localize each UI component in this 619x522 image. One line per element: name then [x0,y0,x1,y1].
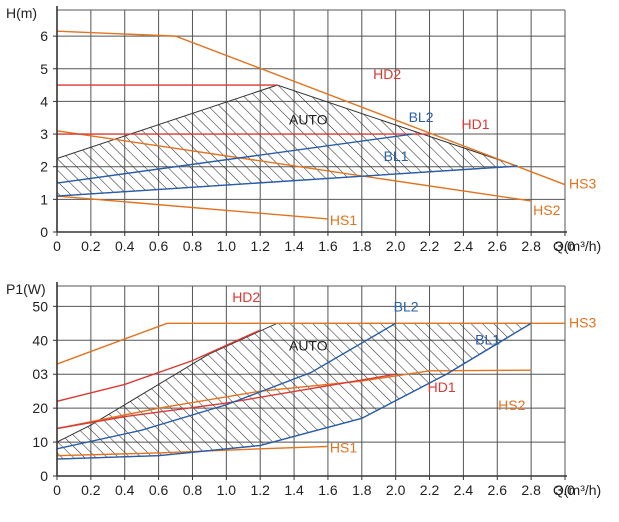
x-tick-label: 2.6 [488,238,508,254]
x-tick-label: 0.8 [183,238,203,254]
y-tick-label: 6 [40,28,48,44]
x-axis-title: Q(m³/h) [553,482,601,498]
x-tick-label: 2.4 [454,238,474,254]
series-label-hs3: HS3 [569,314,596,330]
x-tick-label: 0.6 [149,482,169,498]
auto-region-label: AUTO [289,337,328,353]
x-tick-label: 1.0 [217,482,237,498]
series-line-hd2 [56,329,261,403]
series-label-bl1: BL1 [384,148,409,164]
x-tick-label: 0 [53,482,61,498]
x-tick-label: 2.8 [521,238,541,254]
x-tick-label: 0 [53,238,61,254]
x-tick-label: 0.4 [115,238,135,254]
x-tick-label: 1.2 [250,482,270,498]
chart-panel-head: 0 0.2 0.4 0.6 0.8 1.0 1.2 1.4 1.6 1.8 2.0 2.2 2.4 2.6… [6,5,601,254]
x-tick-label: 0.2 [81,482,101,498]
series-label-hs3: HS3 [569,176,596,192]
y-tick-label: 40 [32,332,48,348]
y-tick-label: 4 [40,93,48,109]
series-label-bl1: BL1 [475,331,500,347]
series-label-hs1: HS1 [330,212,357,228]
x-axis-title: Q(m³/h) [553,238,601,254]
x-tick-label: 1.0 [217,238,237,254]
y-tick-label: 0 [40,468,48,484]
y-tick-label: 0 [40,224,48,240]
y-tick-label: 03 [32,366,48,382]
y-axis-title: P1(W) [6,281,46,297]
x-tick-label: 2.0 [386,482,406,498]
y-tick-label: 50 [32,298,48,314]
y-tick-label: 3 [40,126,48,142]
x-tick-label: 2.0 [386,238,406,254]
series-line-bl2 [56,133,413,184]
series-label-bl2: BL2 [394,298,419,314]
series-line-hs2 [56,130,532,202]
y-tick-label: 2 [40,159,48,175]
y-tick-label: 1 [40,191,48,207]
x-tick-label: 1.4 [284,238,304,254]
series-label-hd2: HD2 [373,66,401,82]
x-tick-label: 1.2 [250,238,270,254]
y-axis-title: H(m) [6,5,37,21]
auto-region-label: AUTO [289,111,328,127]
y-tick-label: 10 [32,434,48,450]
x-tick-label: 0.2 [81,238,101,254]
series-line-hs2 [56,369,532,430]
series-label-hd2: HD2 [232,289,260,305]
series-label-bl2: BL2 [409,109,434,125]
x-tick-label: 1.6 [318,238,338,254]
x-tick-label: 0.4 [115,482,135,498]
x-tick-label: 1.8 [352,482,372,498]
x-tick-label: 2.4 [454,482,474,498]
chart-panel-power: 0 0.2 0.4 0.6 0.8 1.0 1.2 1.4 1.6 1.8 2.0 2.2 2.4 2.6… [6,281,601,498]
series-line-hd1 [56,373,396,430]
x-tick-label: 1.6 [318,482,338,498]
x-tick-label: 2.2 [420,238,440,254]
series-label-hd1: HD1 [462,116,490,132]
x-tick-label: 1.4 [284,482,304,498]
series-line-hs3 [56,30,566,186]
x-tick-label: 2.8 [521,482,541,498]
x-tick-label: 3.0 [555,482,575,498]
y-tick-label: 20 [32,400,48,416]
x-tick-label: 0.8 [183,482,203,498]
series-label-hd1: HD1 [428,379,456,395]
series-label-hs1: HS1 [330,439,357,455]
x-tick-label: 2.2 [420,482,440,498]
series-label-hs2: HS2 [498,397,525,413]
series-line-hs1 [56,195,328,220]
series-line-bl1 [56,322,532,460]
series-label-hs2: HS2 [533,202,560,218]
x-tick-label: 0.6 [149,238,169,254]
series-line-bl1 [56,165,518,197]
x-tick-label: 1.8 [352,238,372,254]
x-tick-label: 2.6 [488,482,508,498]
series-line-bl2 [56,322,397,450]
y-tick-label: 5 [40,61,48,77]
x-tick-label: 3.0 [555,238,575,254]
series-line-hs3 [56,322,565,365]
